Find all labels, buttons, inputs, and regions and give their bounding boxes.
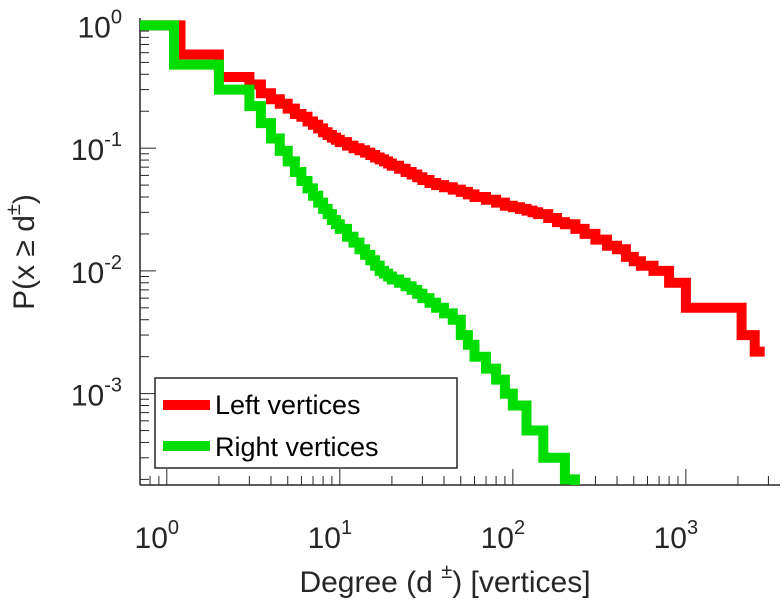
x-axis-label-main: Degree (d <box>299 566 441 599</box>
x-axis-label: Degree (d ±) [vertices] <box>299 561 590 599</box>
y-tick-label: 100 <box>78 6 123 44</box>
y-tick-label: 10-3 <box>71 375 122 413</box>
axes-frame <box>139 18 780 486</box>
legend-label-left-vertices: Left vertices <box>215 390 361 420</box>
x-tick-label: 103 <box>654 517 699 555</box>
series-layer <box>140 20 765 485</box>
x-axis-label-sup: ± <box>441 561 452 583</box>
x-tick-label: 102 <box>481 517 526 555</box>
series-left-vertices <box>140 20 765 357</box>
legend: Left vertices Right vertices <box>154 377 458 469</box>
legend-box <box>154 377 458 469</box>
x-tick-label: 101 <box>308 517 353 555</box>
y-axis-label: P(x ≥ d±) <box>3 194 41 310</box>
x-tick-label: 100 <box>135 517 180 555</box>
tick-labels: 100 10-1 10-2 10-3 100 101 102 103 <box>71 6 698 555</box>
y-axis-label-main: P(x ≥ d <box>8 215 41 310</box>
y-tick-label: 10-2 <box>71 252 122 290</box>
x-axis-label-tail: ) [vertices] <box>452 566 590 599</box>
y-tick-label: 10-1 <box>71 129 122 167</box>
y-axis-label-sup: ± <box>3 204 25 215</box>
legend-label-right-vertices: Right vertices <box>215 432 379 462</box>
series-right-vertices <box>140 20 580 485</box>
y-axis-label-tail: ) <box>8 194 41 204</box>
